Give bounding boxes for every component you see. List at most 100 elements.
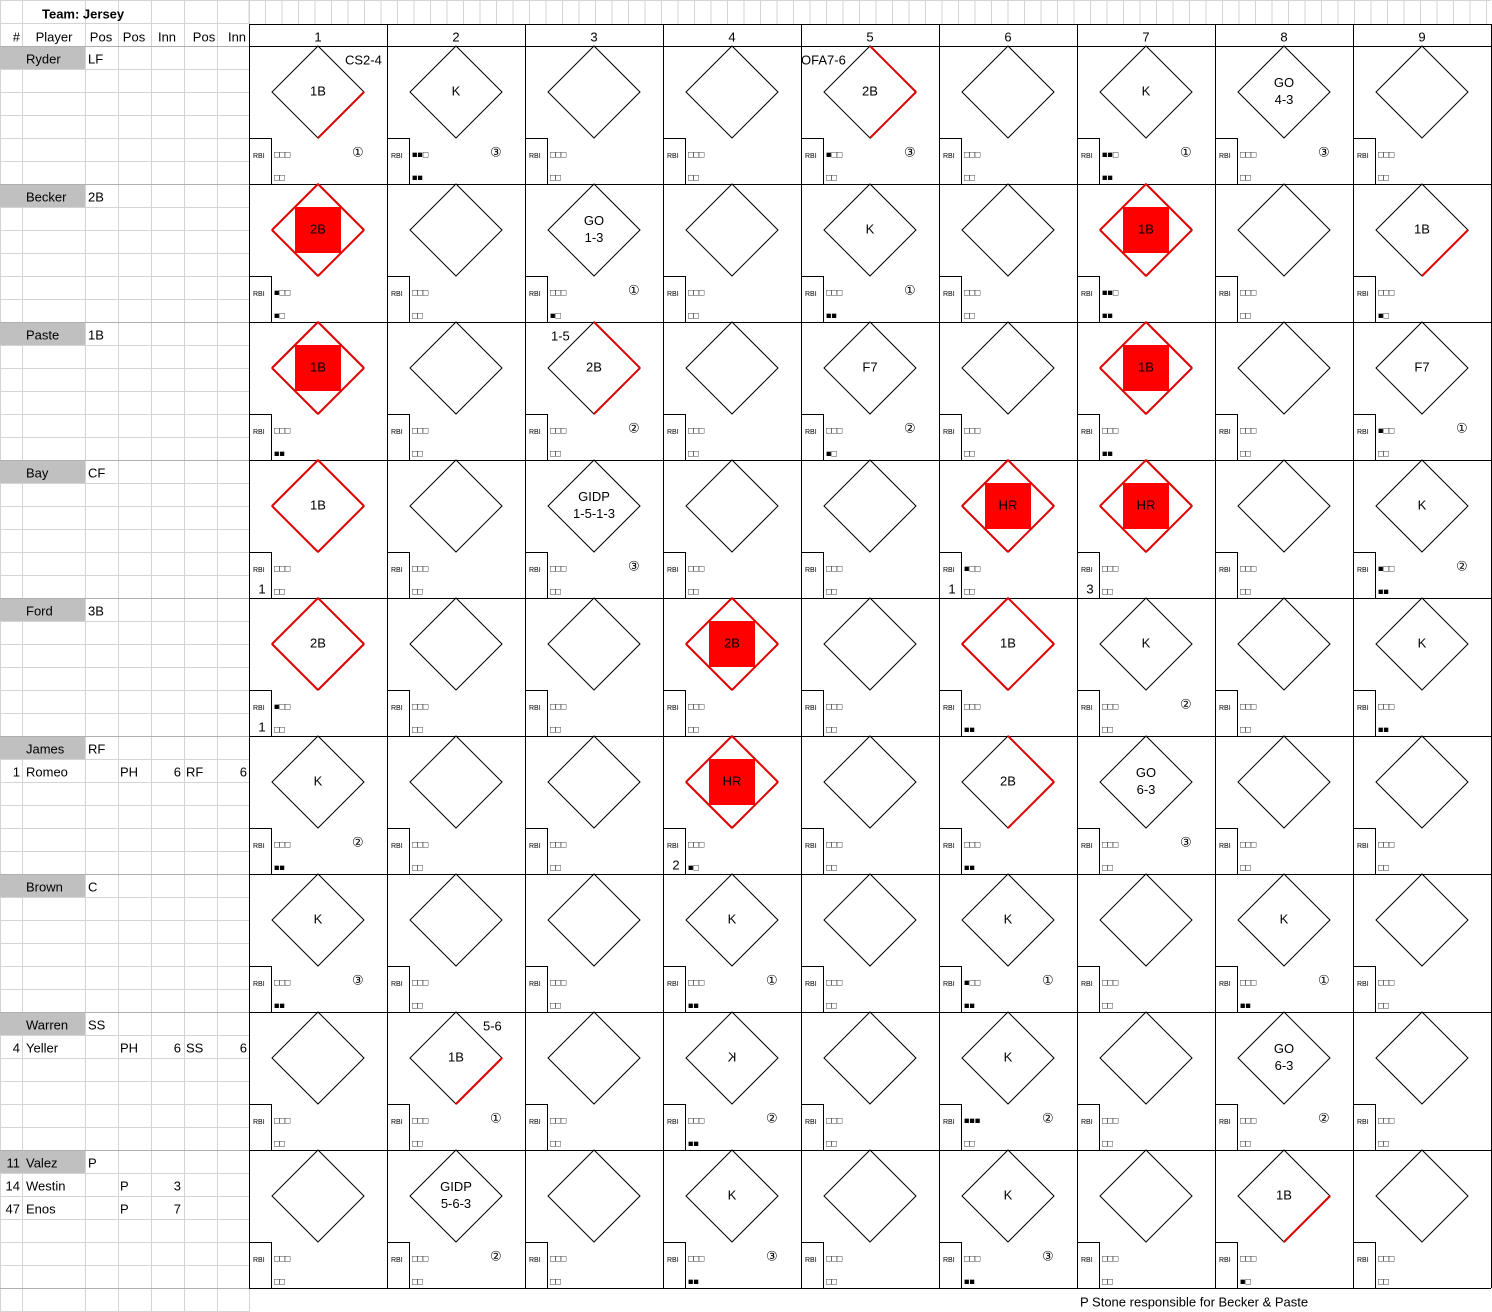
play-result: K bbox=[727, 1049, 736, 1064]
diamond bbox=[1099, 735, 1193, 829]
ball-count: ■□□ bbox=[964, 563, 981, 573]
strike-count: □□ bbox=[688, 724, 699, 734]
roster-text: 2B bbox=[88, 189, 104, 204]
roster-text: Paste bbox=[26, 327, 59, 342]
rbi-label: RBI bbox=[667, 291, 679, 298]
base-path bbox=[1099, 229, 1147, 277]
ball-count: □□□ bbox=[688, 1253, 705, 1263]
roster-text: SS bbox=[88, 1017, 106, 1032]
ball-count: □□□ bbox=[274, 1115, 291, 1125]
ball-count: ■□□ bbox=[964, 977, 981, 987]
rbi-label: RBI bbox=[1219, 705, 1231, 712]
strike-count: ■□ bbox=[550, 310, 561, 320]
diamond bbox=[271, 1011, 365, 1105]
strike-count: □□ bbox=[826, 862, 837, 872]
diamond bbox=[1237, 183, 1331, 277]
rbi-label: RBI bbox=[1081, 843, 1093, 850]
base-path bbox=[1145, 183, 1193, 231]
base-path bbox=[1099, 505, 1147, 553]
column-header: Pos bbox=[90, 29, 113, 44]
inning-number: 8 bbox=[1280, 29, 1287, 44]
rbi-label: RBI bbox=[943, 843, 955, 850]
rbi-label: RBI bbox=[391, 429, 403, 436]
diamond bbox=[409, 735, 503, 829]
play-result: HR bbox=[723, 773, 742, 788]
strike-count: □□ bbox=[1240, 862, 1251, 872]
rbi-label: RBI bbox=[529, 843, 541, 850]
ball-count: □□□ bbox=[826, 977, 843, 987]
base-path bbox=[1099, 321, 1147, 369]
out-number: ③ bbox=[1180, 834, 1192, 849]
name-highlight bbox=[0, 1013, 85, 1035]
diamond bbox=[1375, 735, 1469, 829]
roster-text: Ford bbox=[26, 603, 53, 618]
play-result: K bbox=[1418, 497, 1427, 512]
base-path bbox=[1007, 597, 1055, 645]
strike-count: □□ bbox=[1240, 448, 1251, 458]
strike-count: ■■ bbox=[826, 310, 837, 320]
diamond bbox=[547, 459, 641, 553]
strike-count: ■■ bbox=[964, 1276, 975, 1286]
out-number: ① bbox=[628, 282, 640, 297]
diamond bbox=[1099, 45, 1193, 139]
base-path bbox=[317, 91, 365, 139]
rbi-label: RBI bbox=[943, 291, 955, 298]
ball-count: □□□ bbox=[412, 839, 429, 849]
ball-count: ■□□ bbox=[274, 701, 291, 711]
strike-count: □□ bbox=[1240, 310, 1251, 320]
ball-count: □□□ bbox=[688, 149, 705, 159]
column-header: Pos bbox=[123, 29, 146, 44]
strike-count: ■■ bbox=[412, 172, 423, 182]
name-highlight bbox=[0, 737, 85, 759]
base-path bbox=[1145, 321, 1193, 369]
rbi-label: RBI bbox=[805, 1119, 817, 1126]
base-path bbox=[593, 367, 641, 415]
rbi-label: RBI bbox=[1219, 843, 1231, 850]
column-header: Player bbox=[36, 29, 74, 44]
base-path bbox=[685, 781, 733, 829]
strike-count: □□ bbox=[1240, 724, 1251, 734]
run-scored bbox=[985, 483, 1031, 529]
ball-count: □□□ bbox=[1240, 1253, 1257, 1263]
rbi-label: RBI bbox=[667, 567, 679, 574]
rbi-label: RBI bbox=[529, 291, 541, 298]
roster-text: RF bbox=[88, 741, 105, 756]
strike-count: □□ bbox=[1378, 172, 1389, 182]
ball-count: ■□□ bbox=[826, 149, 843, 159]
ball-count: □□□ bbox=[1378, 701, 1395, 711]
base-path bbox=[1007, 781, 1055, 829]
strike-count: ■■ bbox=[964, 1000, 975, 1010]
ball-count: ■■□ bbox=[1102, 287, 1119, 297]
strike-count: □□ bbox=[274, 586, 285, 596]
roster-text: PH bbox=[120, 764, 138, 779]
rbi-label: RBI bbox=[391, 1257, 403, 1264]
rbi-label: RBI bbox=[1219, 1119, 1231, 1126]
base-path bbox=[685, 597, 733, 645]
rbi-label: RBI bbox=[391, 567, 403, 574]
play-result: 1B bbox=[448, 1049, 464, 1064]
out-number: ① bbox=[1042, 972, 1054, 987]
rbi-label: RBI bbox=[1357, 153, 1369, 160]
strike-count: □□ bbox=[274, 1138, 285, 1148]
diamond bbox=[961, 1149, 1055, 1243]
ball-count: □□□ bbox=[826, 701, 843, 711]
diamond bbox=[1237, 597, 1331, 691]
name-highlight bbox=[0, 47, 85, 69]
run-scored bbox=[1123, 483, 1169, 529]
strike-count: □□ bbox=[688, 448, 699, 458]
diamond bbox=[547, 597, 641, 691]
diamond bbox=[823, 459, 917, 553]
base-path bbox=[271, 367, 319, 415]
out-number: ② bbox=[628, 420, 640, 435]
rbi-label: RBI bbox=[391, 843, 403, 850]
base-path bbox=[1421, 229, 1469, 277]
base-path bbox=[1007, 459, 1055, 507]
base-path bbox=[1283, 1195, 1331, 1243]
play-result: 1-3 bbox=[585, 230, 604, 245]
diamond bbox=[547, 873, 641, 967]
out-number: ③ bbox=[490, 144, 502, 159]
diamond bbox=[1237, 1011, 1331, 1105]
rbi-label: RBI bbox=[529, 705, 541, 712]
